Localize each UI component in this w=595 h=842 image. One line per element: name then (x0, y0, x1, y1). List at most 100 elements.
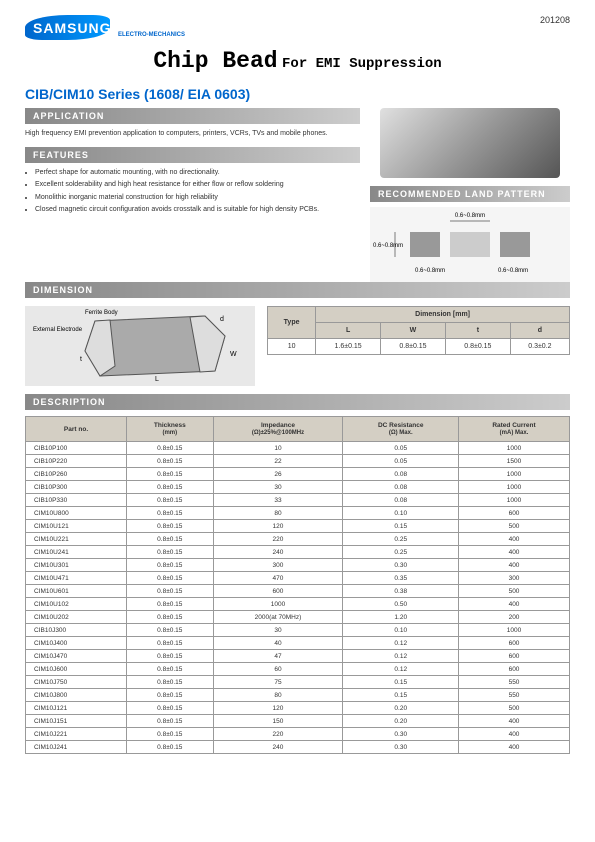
svg-text:d: d (220, 316, 224, 323)
table-cell: 40 (213, 637, 343, 650)
table-cell: 1000 (459, 494, 570, 507)
logo-brand: SAMSUNG (33, 20, 112, 36)
table-cell: CIM10J221 (26, 728, 127, 741)
table-cell: 0.8±0.15 (127, 676, 213, 689)
table-cell: 470 (213, 572, 343, 585)
feature-item: Closed magnetic circuit configuration av… (35, 205, 360, 216)
table-cell: 0.8±0.15 (127, 715, 213, 728)
table-row: CIM10U2020.8±0.152000(at 70MHz)1.20200 (26, 611, 570, 624)
dimension-diagram: Ferrite Body External Electrode L W d t (25, 306, 255, 386)
table-cell: CIM10U301 (26, 559, 127, 572)
table-row: CIM10U3010.8±0.153000.30400 (26, 559, 570, 572)
dim-td-type: 10 (268, 339, 316, 355)
table-row: CIM10J6000.8±0.15600.12600 (26, 663, 570, 676)
table-cell: 400 (459, 598, 570, 611)
table-cell: CIM10U102 (26, 598, 127, 611)
table-cell: 75 (213, 676, 343, 689)
table-cell: 0.8±0.15 (127, 624, 213, 637)
table-cell: 220 (213, 728, 343, 741)
table-cell: CIM10U241 (26, 546, 127, 559)
table-row: CIM10U6010.8±0.156000.38500 (26, 585, 570, 598)
series-label: CIB/CIM10 Series (1608/ EIA 0603) (25, 86, 570, 102)
table-cell: 0.8±0.15 (127, 611, 213, 624)
table-cell: 80 (213, 689, 343, 702)
table-cell: 0.08 (343, 481, 459, 494)
table-cell: 200 (459, 611, 570, 624)
table-cell: CIB10P330 (26, 494, 127, 507)
table-cell: 300 (459, 572, 570, 585)
table-cell: CIB10P100 (26, 442, 127, 455)
th-dc: DC Resistance(Ω) Max. (343, 417, 459, 442)
title-main: Chip Bead (153, 48, 277, 74)
table-cell: 0.8±0.15 (127, 663, 213, 676)
table-row: CIM10U2210.8±0.152200.25400 (26, 533, 570, 546)
svg-text:L: L (155, 376, 159, 383)
table-cell: 0.8±0.15 (127, 559, 213, 572)
table-cell: 0.8±0.15 (127, 689, 213, 702)
section-application: APPLICATION (25, 108, 360, 124)
table-cell: 120 (213, 520, 343, 533)
table-row: CIB10J3000.8±0.15300.101000 (26, 624, 570, 637)
table-row: CIM10J7500.8±0.15750.15550 (26, 676, 570, 689)
table-cell: 400 (459, 533, 570, 546)
table-cell: 0.10 (343, 507, 459, 520)
dim-th-W: W (381, 323, 446, 339)
table-cell: 1000 (213, 598, 343, 611)
table-cell: 500 (459, 585, 570, 598)
table-cell: 0.8±0.15 (127, 637, 213, 650)
table-cell: 0.8±0.15 (127, 520, 213, 533)
table-cell: 0.35 (343, 572, 459, 585)
table-cell: 0.10 (343, 624, 459, 637)
table-cell: 120 (213, 702, 343, 715)
table-cell: 0.12 (343, 663, 459, 676)
features-list: Perfect shape for automatic mounting, wi… (25, 168, 360, 216)
table-cell: 600 (459, 637, 570, 650)
table-cell: 500 (459, 702, 570, 715)
table-cell: 26 (213, 468, 343, 481)
table-row: CIM10U1020.8±0.1510000.50400 (26, 598, 570, 611)
table-row: CIM10U1210.8±0.151200.15500 (26, 520, 570, 533)
parts-tbody: CIB10P1000.8±0.15100.051000CIB10P2200.8±… (26, 442, 570, 754)
component-image (380, 108, 560, 178)
table-cell: 0.50 (343, 598, 459, 611)
header: SAMSUNG ELECTRO-MECHANICS 201208 (25, 15, 570, 40)
table-cell: 1000 (459, 481, 570, 494)
table-cell: 60 (213, 663, 343, 676)
table-row: CIM10J8000.8±0.15800.15550 (26, 689, 570, 702)
table-cell: 300 (213, 559, 343, 572)
table-cell: CIB10J300 (26, 624, 127, 637)
table-cell: 0.25 (343, 546, 459, 559)
table-cell: 0.8±0.15 (127, 741, 213, 754)
table-cell: 0.15 (343, 520, 459, 533)
table-cell: 550 (459, 689, 570, 702)
table-cell: 0.8±0.15 (127, 650, 213, 663)
table-cell: CIB10P300 (26, 481, 127, 494)
page-title: Chip Bead For EMI Suppression (25, 48, 570, 74)
table-cell: 1.20 (343, 611, 459, 624)
table-cell: CIM10U121 (26, 520, 127, 533)
dim-th-L: L (316, 323, 381, 339)
table-cell: 47 (213, 650, 343, 663)
table-cell: 240 (213, 546, 343, 559)
table-cell: 0.20 (343, 702, 459, 715)
dim-td-d: 0.3±0.2 (510, 339, 569, 355)
table-cell: 0.8±0.15 (127, 481, 213, 494)
table-cell: 0.15 (343, 676, 459, 689)
table-cell: 0.8±0.15 (127, 572, 213, 585)
table-cell: 2000(at 70MHz) (213, 611, 343, 624)
table-cell: 0.8±0.15 (127, 585, 213, 598)
dimension-row: Ferrite Body External Electrode L W d t … (25, 306, 570, 386)
table-cell: CIM10U601 (26, 585, 127, 598)
table-row: CIB10P1000.8±0.15100.051000 (26, 442, 570, 455)
table-row: CIM10J4700.8±0.15470.12600 (26, 650, 570, 663)
svg-text:Ferrite Body: Ferrite Body (85, 310, 118, 316)
table-cell: 400 (459, 559, 570, 572)
table-cell: 33 (213, 494, 343, 507)
svg-text:0.6~0.8mm: 0.6~0.8mm (498, 268, 528, 274)
table-cell: 0.8±0.15 (127, 533, 213, 546)
table-cell: 600 (459, 650, 570, 663)
page: SAMSUNG ELECTRO-MECHANICS 201208 Chip Be… (0, 0, 595, 842)
dimension-table: Type Dimension [mm] L W t d 10 1.6±0.15 … (267, 306, 570, 355)
table-cell: 400 (459, 728, 570, 741)
table-cell: 30 (213, 481, 343, 494)
